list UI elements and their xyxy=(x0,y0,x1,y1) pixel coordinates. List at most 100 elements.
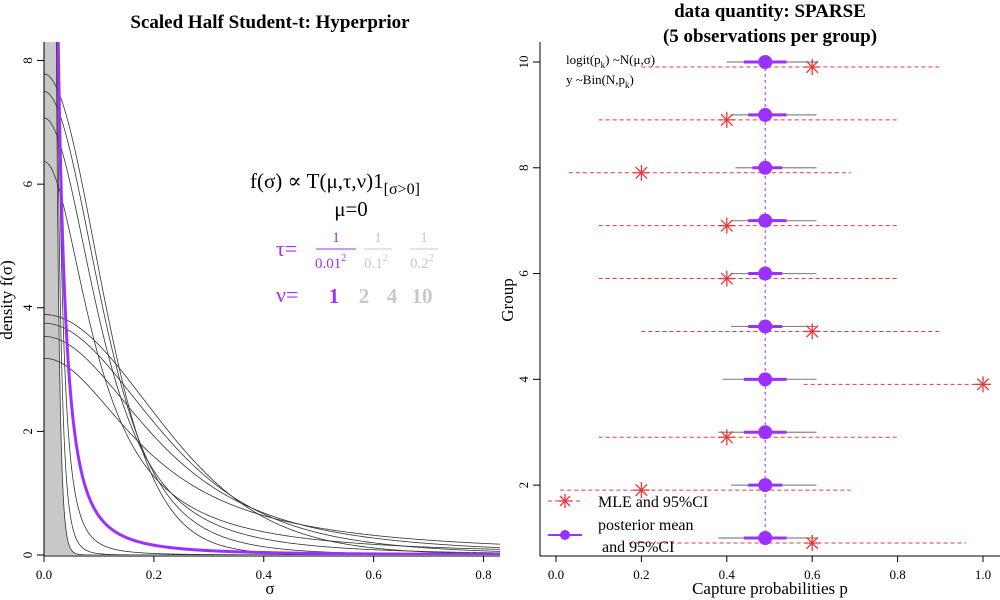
group-1 xyxy=(628,531,966,551)
left-x-tick-label: 0.4 xyxy=(256,567,273,582)
density-curve-scale-0.01-df-10 xyxy=(55,42,500,555)
right-title-line-2: (5 observations per group) xyxy=(663,26,877,47)
group-estimates xyxy=(560,55,991,551)
nu-label: ν= xyxy=(276,282,298,307)
formula-subscript: [σ>0] xyxy=(384,181,420,198)
mle-point xyxy=(718,111,735,128)
left-axes: 0.0 0.2 0.4 0.6 0.8 0 2 4 6 8 xyxy=(20,42,500,582)
posterior-mean-point xyxy=(758,107,773,122)
mle-star-stroke xyxy=(635,166,648,179)
legend-mle-marker xyxy=(558,494,572,508)
mle-point xyxy=(718,429,735,446)
mle-star-stroke xyxy=(720,272,734,285)
mle-point xyxy=(804,59,821,75)
tau-value-2: 1 0.12 xyxy=(364,230,392,272)
formula-text: f(σ) ∝ T(μ,τ,ν)1 xyxy=(250,169,384,193)
shaded-region xyxy=(44,42,500,555)
capture-probability-panel: data quantity: SPARSE (5 observations pe… xyxy=(498,1,1000,598)
tau-2-denominator: 0.12 xyxy=(364,253,388,272)
tau-3-denominator: 0.22 xyxy=(410,253,434,272)
left-y-tick-label: 4 xyxy=(20,304,35,311)
group-8 xyxy=(568,160,851,181)
density-curves xyxy=(44,42,500,555)
group-2 xyxy=(560,478,851,499)
formula-annotation: f(σ) ∝ T(μ,τ,ν)1[σ>0] μ=0 τ= 1 0.012 1 0… xyxy=(250,169,438,308)
density-curve-scale-0.01-df-4 xyxy=(56,42,500,555)
highlighted-density-curve xyxy=(56,42,500,555)
left-y-tick-label: 8 xyxy=(20,57,35,64)
formula-main: f(σ) ∝ T(μ,τ,ν)1[σ>0] xyxy=(250,169,420,198)
tau-1-denominator: 0.012 xyxy=(315,253,346,272)
posterior-mean-point xyxy=(758,531,773,545)
group-10 xyxy=(641,55,941,75)
posterior-mean-point xyxy=(758,55,773,69)
density-curve-scale-0.1-df-1 xyxy=(44,161,500,550)
mle-point xyxy=(633,482,650,499)
density-curve-scale-0.01-df-2 xyxy=(57,42,500,555)
mle-point xyxy=(804,323,821,340)
model-line-1: logit(pk) ~N(μ,σ) xyxy=(566,52,655,70)
mle-star-stroke xyxy=(805,60,819,74)
mle-star-stroke xyxy=(805,536,819,550)
posterior-mean-point xyxy=(758,372,773,387)
legend-posterior-marker xyxy=(560,530,570,540)
posterior-mean-point xyxy=(758,160,773,175)
mle-star-stroke xyxy=(805,325,819,338)
mle-star-stroke xyxy=(976,378,990,391)
left-x-tick-label: 0.2 xyxy=(146,567,162,582)
right-x-tick-label: 0.6 xyxy=(804,567,821,582)
left-y-tick-label: 6 xyxy=(20,180,35,187)
left-y-tick-label: 0 xyxy=(20,552,35,559)
right-title-line-1: data quantity: SPARSE xyxy=(674,1,866,22)
legend: MLE and 95%CI posterior mean and 95%CI xyxy=(548,494,708,556)
right-axes: 0.0 0.2 0.4 0.6 0.8 1.0 2 4 6 8 10 xyxy=(516,42,1000,582)
right-y-tick-label: 8 xyxy=(516,165,531,172)
mle-point xyxy=(804,535,821,551)
left-x-tick-label: 0.6 xyxy=(366,567,383,582)
mle-star-stroke xyxy=(635,483,648,497)
posterior-mean-point xyxy=(758,478,773,493)
right-x-tick-label: 0.8 xyxy=(889,567,905,582)
density-curve-scale-0.2-df-4 xyxy=(44,322,500,552)
right-y-tick-label: 6 xyxy=(516,270,531,277)
legend-mle-label: MLE and 95%CI xyxy=(598,494,708,511)
mle-star-stroke xyxy=(720,431,734,444)
right-x-tick-label: 1.0 xyxy=(975,567,991,582)
group-7 xyxy=(598,213,898,234)
right-y-axis-label: Group xyxy=(498,278,517,321)
group-9 xyxy=(598,107,898,128)
posterior-mean-point xyxy=(758,319,773,334)
mle-point xyxy=(633,164,650,181)
right-x-axis-label: Capture probabilities p xyxy=(692,579,848,598)
mle-point xyxy=(718,217,735,234)
posterior-mean-point xyxy=(758,425,773,440)
legend-posterior-label: posterior mean xyxy=(598,517,694,534)
density-curve-scale-0.2-df-2 xyxy=(44,336,500,549)
tau-3-numerator: 1 xyxy=(420,230,428,246)
nu-value-4: 10 xyxy=(412,284,433,308)
left-y-tick-label: 2 xyxy=(20,428,35,435)
left-title: Scaled Half Student-t: Hyperprior xyxy=(130,12,410,33)
nu-value-2: 2 xyxy=(359,284,370,308)
left-y-axis-label: density f(σ) xyxy=(0,260,16,340)
right-x-tick-label: 0.2 xyxy=(633,567,649,582)
left-x-axis-label: σ xyxy=(265,579,274,598)
prior-shade-area xyxy=(44,42,500,555)
mle-star-stroke xyxy=(720,219,734,232)
tau-2-numerator: 1 xyxy=(374,230,382,246)
tau-1-numerator: 1 xyxy=(332,230,340,246)
density-curve-scale-0.1-df-10 xyxy=(44,73,500,555)
density-curve-scale-0.1-df-4 xyxy=(44,91,500,555)
tau-label: τ= xyxy=(276,236,297,261)
mle-star-stroke xyxy=(720,113,734,127)
tau-value-3: 1 0.22 xyxy=(410,230,438,272)
right-y-tick-label: 2 xyxy=(516,482,531,489)
right-y-tick-label: 4 xyxy=(516,376,531,383)
right-x-tick-label: 0.0 xyxy=(548,567,564,582)
group-6 xyxy=(598,266,898,287)
left-x-tick-label: 0.8 xyxy=(475,567,491,582)
legend-posterior-label-2: and 95%CI xyxy=(598,539,674,556)
left-x-tick-label: 0.0 xyxy=(36,567,52,582)
